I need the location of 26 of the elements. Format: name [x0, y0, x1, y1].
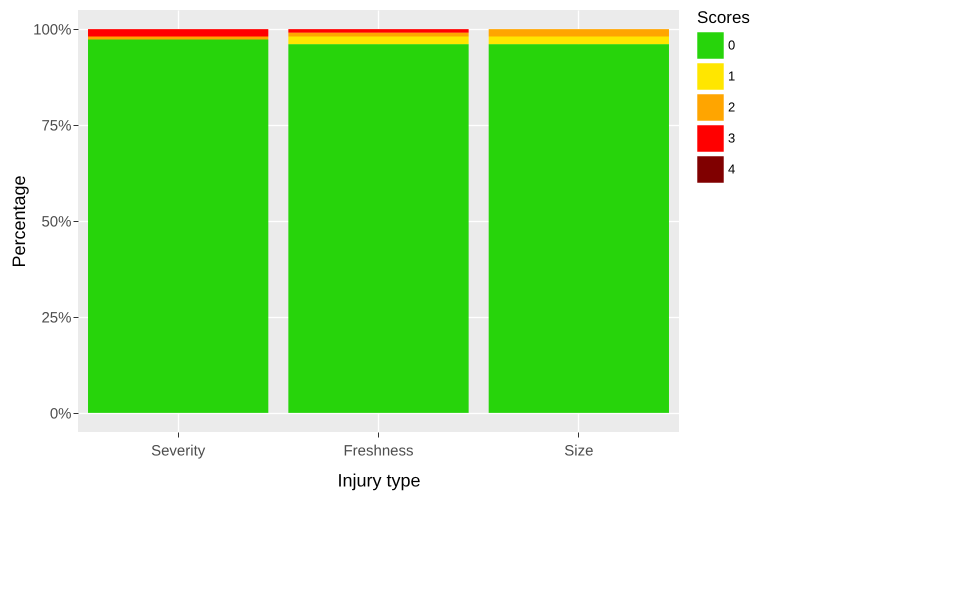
y-tick-label: 0%	[50, 405, 72, 422]
bar	[288, 29, 469, 33]
legend-label: 4	[728, 162, 736, 176]
legend-label: 3	[728, 130, 736, 146]
x-tick-label: Freshness	[343, 442, 414, 460]
y-tick-label: 75%	[41, 118, 72, 135]
bar	[488, 29, 669, 36]
bar	[288, 44, 469, 413]
y-tick-label: 25%	[41, 309, 72, 326]
bar	[288, 32, 469, 36]
bar	[88, 40, 268, 413]
bar	[288, 36, 469, 44]
bar	[88, 36, 268, 40]
x-tick-label: Size	[564, 442, 594, 460]
y-tick-label: 100%	[33, 22, 72, 39]
legend-label: 1	[728, 68, 736, 84]
x-axis-title: Injury type	[337, 470, 421, 490]
y-tick-label: 50%	[41, 214, 72, 230]
legend-title: Scores	[697, 8, 750, 27]
bar	[488, 36, 669, 44]
legend-label: 0	[728, 38, 736, 52]
y-axis-title: Percentage	[9, 175, 30, 268]
bar	[88, 29, 268, 36]
bar	[488, 44, 669, 413]
x-tick-label: Severity	[151, 442, 206, 460]
legend-label: 2	[728, 100, 736, 114]
